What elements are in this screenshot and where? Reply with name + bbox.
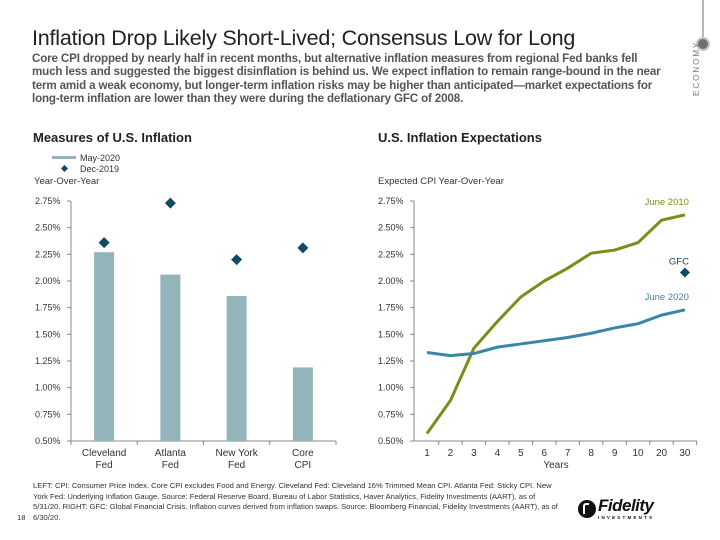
right-y-tick-label: 0.50% [378, 436, 404, 446]
section-nav-dot-icon[interactable] [696, 37, 710, 51]
left-y-tick-label: 2.00% [35, 276, 61, 286]
right-y-tick-label: 2.25% [378, 249, 404, 259]
left-y-tick-label: 1.00% [35, 383, 61, 393]
legend-bar-swatch-icon [52, 156, 76, 159]
right-y-tick-label: 1.75% [378, 303, 404, 313]
right-x-axis-title: Years [543, 460, 568, 471]
series-label-june-2020: June 2020 [645, 292, 689, 303]
legend-item-dec-2019: Dec-2019 [52, 163, 120, 174]
right-y-tick-label: 1.00% [378, 383, 404, 393]
left-x-category-label: Fed [96, 460, 113, 471]
footnote: LEFT: CPI: Consumer Price Index. Core CP… [33, 481, 558, 522]
right-y-tick-label: 2.00% [378, 276, 404, 286]
legend-item-may-2020: May-2020 [52, 152, 120, 163]
right-chart-title: U.S. Inflation Expectations [378, 130, 542, 145]
right-x-tick-label: 8 [588, 448, 594, 459]
right-x-tick-label: 7 [565, 448, 571, 459]
right-x-tick-label: 6 [541, 448, 547, 459]
right-x-tick-label: 10 [632, 448, 644, 459]
diamond-dec-2019 [297, 242, 309, 254]
bar-may-2020 [226, 295, 247, 441]
left-x-category-label: Core [292, 448, 314, 459]
left-y-tick-label: 1.50% [35, 329, 61, 339]
diamond-gfc [679, 267, 690, 278]
right-x-tick-label: 3 [471, 448, 477, 459]
left-x-category-label: CPI [295, 460, 312, 471]
series-label-gfc: GFC [669, 256, 689, 267]
fidelity-logo: Fidelity INVESTMENTS [578, 496, 655, 520]
right-y-tick-label: 1.25% [378, 356, 404, 366]
line-june-2010 [425, 213, 686, 435]
left-y-tick-label: 2.25% [35, 249, 61, 259]
left-y-tick-label: 0.50% [35, 436, 61, 446]
right-x-tick-label: 20 [656, 448, 668, 459]
diamond-dec-2019 [98, 237, 110, 249]
left-chart-legend: May-2020 Dec-2019 [52, 152, 120, 174]
diamond-dec-2019 [231, 254, 243, 266]
right-x-tick-label: 2 [448, 448, 454, 459]
page-subtitle: Core CPI dropped by nearly half in recen… [32, 52, 661, 106]
left-y-axis-title: Year-Over-Year [34, 176, 100, 187]
right-y-tick-label: 1.50% [378, 329, 404, 339]
right-y-axis-title: Expected CPI Year-Over-Year [378, 176, 504, 187]
left-y-tick-label: 2.50% [35, 223, 61, 233]
fidelity-logo-mark-icon [578, 500, 596, 518]
left-chart-title: Measures of U.S. Inflation [33, 130, 192, 145]
bar-may-2020 [94, 252, 115, 441]
diamond-dec-2019 [164, 197, 176, 209]
legend-label: May-2020 [80, 152, 121, 163]
bar-may-2020 [160, 274, 181, 441]
left-x-category-label: Cleveland [82, 448, 126, 459]
line-june-2020 [426, 308, 686, 358]
left-y-tick-label: 1.25% [35, 356, 61, 366]
series-label-june-2010: June 2010 [645, 197, 689, 208]
legend-label: Dec-2019 [80, 163, 120, 174]
page-title: Inflation Drop Likely Short-Lived; Conse… [32, 26, 576, 50]
right-x-tick-label: 30 [679, 448, 691, 459]
right-y-tick-label: 2.50% [378, 223, 404, 233]
right-x-tick-label: 9 [612, 448, 618, 459]
right-y-tick-label: 0.75% [378, 409, 404, 419]
section-nav-line [702, 0, 704, 38]
logo-text: Fidelity [598, 496, 654, 515]
left-x-category-label: Atlanta [155, 448, 187, 459]
left-y-tick-label: 2.75% [35, 196, 61, 206]
left-y-tick-label: 1.75% [35, 303, 61, 313]
right-x-tick-label: 5 [518, 448, 524, 459]
logo-subtext: INVESTMENTS [598, 515, 655, 520]
right-y-tick-label: 2.75% [378, 196, 404, 206]
left-x-category-label: Fed [162, 460, 179, 471]
right-x-tick-label: 1 [424, 448, 430, 459]
left-x-category-label: New York [216, 448, 259, 459]
bar-may-2020 [292, 367, 313, 441]
right-x-tick-label: 4 [495, 448, 501, 459]
left-x-category-label: Fed [228, 460, 245, 471]
page-number: 18 [17, 513, 26, 522]
left-y-tick-label: 0.75% [35, 409, 61, 419]
